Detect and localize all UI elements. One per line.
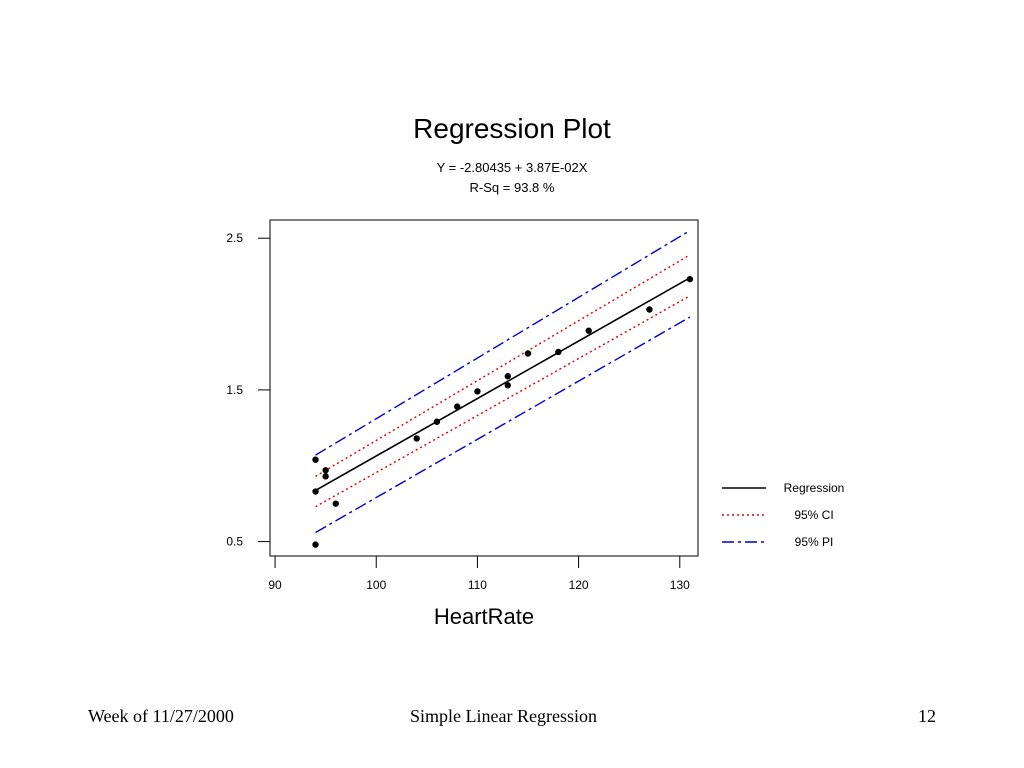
data-point [322,467,329,474]
legend: Regression 95% CI 95% PI [722,481,844,549]
data-point [555,348,562,356]
series-line-solid [315,277,691,492]
regression-equation: Y = -2.80435 + 3.87E-02X [437,160,588,175]
data-point [453,403,461,410]
data-point [504,382,511,389]
y-tick-label: 2.5 [226,231,243,245]
data-point [504,373,511,380]
data-point [322,473,329,480]
y-tick-label: 1.5 [226,383,243,397]
legend-label: Regression [784,481,845,495]
data-point [312,456,319,463]
series-lines [315,230,691,534]
x-tick-label: 110 [468,578,487,592]
data-point [474,388,481,395]
data-point [433,418,441,425]
x-axis: 90 100 110 120 130 [268,556,690,592]
data-point [413,435,420,442]
y-tick-label: 0.5 [226,535,243,549]
plot-frame [269,219,699,557]
x-tick-label: 130 [670,578,690,592]
chart-title: Regression Plot [413,113,611,144]
data-point [312,488,319,495]
series-line-dashdot [315,316,691,534]
footer-title: Simple Linear Regression [410,706,597,726]
data-point [686,275,694,283]
series-line-dotted [315,254,691,477]
legend-label: 95% PI [795,535,834,549]
data-point [524,350,532,357]
footer-date: Week of 11/27/2000 [88,706,234,726]
data-point [312,541,319,548]
x-tick-label: 120 [569,578,589,592]
footer-page-number: 12 [918,706,936,726]
x-tick-label: 100 [366,578,386,592]
x-axis-label: HeartRate [434,604,534,629]
r-squared: R-Sq = 93.8 % [470,180,555,195]
data-point [332,500,339,507]
data-point [585,327,592,334]
legend-label: 95% CI [794,508,833,522]
data-point [646,306,653,313]
data-points [312,275,694,548]
y-axis: 0.5 1.5 2.5 [226,231,270,549]
x-tick-label: 90 [268,578,282,592]
series-line-dotted [315,295,691,508]
series-line-dashdot [315,230,691,456]
